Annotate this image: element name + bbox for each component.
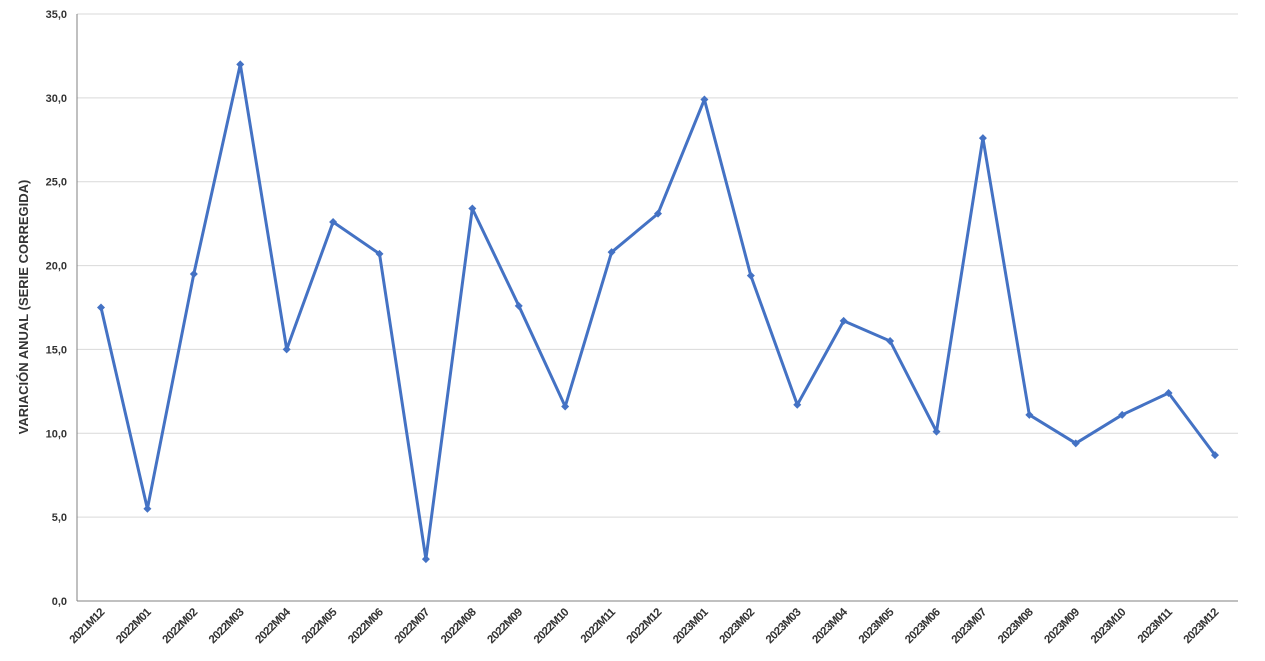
- x-tick-label: 2023M02: [718, 606, 758, 646]
- data-point: [561, 402, 570, 411]
- data-point: [978, 134, 987, 143]
- x-tick-label: 2022M07: [393, 606, 433, 646]
- data-point: [375, 249, 384, 258]
- gridlines: [77, 13, 1238, 518]
- x-tick-label: 2022M04: [253, 606, 293, 646]
- x-tick-label: 2022M12: [625, 606, 665, 646]
- data-point: [1211, 451, 1219, 460]
- x-tick-label: 2022M03: [207, 606, 247, 646]
- x-tick-label: 2023M05: [857, 606, 897, 646]
- data-point: [700, 95, 709, 104]
- data-point: [282, 345, 291, 354]
- y-tick-label: 10,0: [46, 428, 67, 440]
- data-point: [793, 400, 802, 409]
- y-tick-labels: 0,0 5,0 10,0 15,0 20,0 25,0 30,0 35,0: [46, 9, 67, 608]
- data-point: [143, 504, 152, 513]
- x-tick-label: 2021M12: [68, 606, 108, 646]
- series-line: [99, 62, 1217, 561]
- data-point: [746, 271, 755, 280]
- x-tick-label: 2023M09: [1042, 606, 1082, 646]
- y-tick-label: 0,0: [52, 596, 67, 608]
- x-tick-label: 2023M12: [1182, 606, 1222, 646]
- x-tick-label: 2022M09: [485, 606, 525, 646]
- x-tick-label: 2023M10: [1089, 606, 1129, 646]
- x-tick-label: 2022M10: [532, 606, 572, 646]
- data-point: [329, 217, 338, 226]
- data-point: [468, 204, 477, 213]
- data-point: [189, 269, 198, 278]
- y-tick-label: 30,0: [46, 93, 67, 105]
- y-tick-label: 15,0: [46, 344, 67, 356]
- x-tick-label: 2023M04: [810, 606, 850, 646]
- y-axis-label: VARIACIÓN ANUAL (SERIE CORREGIDA): [16, 180, 31, 435]
- data-point: [607, 248, 616, 257]
- data-point: [839, 316, 848, 325]
- x-tick-labels: 2021M12 2022M01 2022M02 2022M03 2022M04 2022M…: [68, 606, 1222, 646]
- x-tick-label: 2023M07: [950, 606, 990, 646]
- data-point: [236, 60, 245, 69]
- data-point: [514, 301, 523, 310]
- y-tick-label: 35,0: [46, 9, 67, 21]
- data-point: [421, 555, 430, 564]
- data-point: [1118, 410, 1127, 419]
- y-tick-label: 20,0: [46, 261, 67, 273]
- data-point: [932, 427, 941, 436]
- series-group: [97, 60, 1219, 564]
- data-point: [1071, 439, 1080, 448]
- data-point: [886, 337, 895, 346]
- data-point: [1164, 389, 1173, 398]
- x-tick-label: 2022M02: [161, 606, 201, 646]
- x-tick-label: 2023M03: [764, 606, 804, 646]
- x-tick-label: 2022M05: [300, 606, 340, 646]
- x-tick-label: 2023M08: [996, 606, 1036, 646]
- y-tick-label: 5,0: [52, 512, 67, 524]
- y-tick-label: 25,0: [46, 177, 67, 189]
- data-point: [654, 209, 662, 218]
- x-tick-label: 2022M06: [346, 606, 386, 646]
- data-point: [1025, 410, 1034, 419]
- x-tick-label: 2022M11: [579, 606, 619, 646]
- x-tick-label: 2022M08: [439, 606, 479, 646]
- x-tick-label: 2023M01: [671, 606, 711, 646]
- x-tick-label: 2022M01: [114, 606, 154, 646]
- x-tick-label: 2023M11: [1136, 606, 1176, 646]
- x-tick-label: 2023M06: [903, 606, 943, 646]
- data-point: [97, 303, 105, 312]
